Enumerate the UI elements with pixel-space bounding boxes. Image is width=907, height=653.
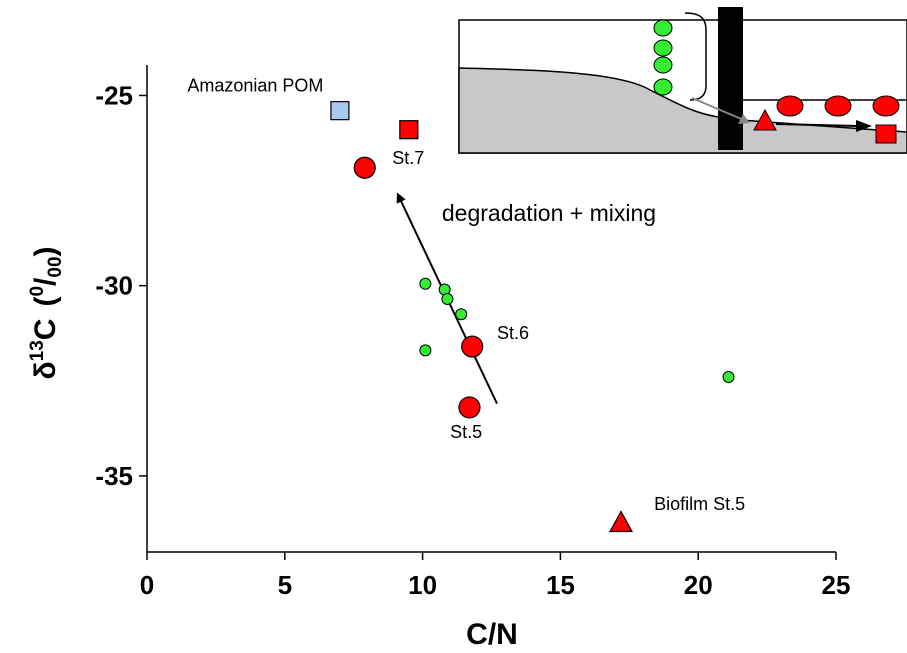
y-axis-title-unit-slash: / [29, 277, 62, 286]
x-tick-label: 20 [684, 570, 713, 600]
inset-diagram [458, 7, 907, 154]
svg-text:δ13C(0/00): δ13C (0/00) [27, 246, 66, 379]
data-point-circle-small [441, 292, 454, 305]
annotation-label: Biofilm St.5 [654, 494, 745, 514]
data-point-circle-large [458, 396, 481, 419]
annotations: Amazonian POM St.7 St.6 St.5 Biofilm St.5 deg… [187, 76, 745, 515]
x-tick-label: 0 [140, 570, 154, 600]
y-axis-title-delta: δ [29, 361, 62, 379]
x-tick-label: 15 [546, 570, 575, 600]
inset-black-arrowhead [856, 120, 872, 132]
annotation-label: St.6 [497, 323, 529, 343]
x-tick-label: 5 [278, 570, 292, 600]
data-point-circle-small [419, 277, 432, 290]
data-point-square [399, 120, 419, 140]
inset-black-arrow [775, 123, 859, 127]
inset-red-dots [776, 95, 900, 117]
y-axis-title-paren-close: ) [29, 246, 62, 256]
data-point-circle-large [461, 335, 484, 358]
inset-bracket [684, 12, 707, 101]
data-point-circle-small [722, 370, 735, 383]
inset-barrier [718, 7, 743, 150]
y-axis-title: δ13C (0/00) [27, 246, 66, 379]
data-marks [330, 101, 735, 533]
annotation-label: degradation + mixing [442, 200, 656, 226]
axes: 0 5 10 15 20 25 -25 -30 -35 [95, 65, 850, 600]
y-axis-title-unit-sup: 0 [27, 286, 48, 297]
inset-red-triangle [753, 108, 777, 131]
annotation-label: Amazonian POM [187, 76, 323, 96]
x-axis-title: C/N [466, 618, 518, 651]
y-axis-title-unit-sub: 00 [45, 256, 66, 277]
data-point-circle-small [455, 308, 468, 321]
inset-gray-arrow [691, 97, 747, 122]
annotation-label: St.5 [450, 422, 482, 442]
y-axis-title-main: C [29, 319, 62, 341]
inset-gray-arrowhead [738, 114, 750, 124]
x-tick-label: 10 [408, 570, 437, 600]
y-tick-label: -35 [95, 461, 133, 491]
data-point-triangle [609, 510, 634, 533]
y-tick-label: -30 [95, 271, 133, 301]
data-point-square [330, 101, 350, 121]
y-tick-label: -25 [95, 80, 133, 110]
data-point-circle-large [353, 156, 376, 179]
inset-red-square [875, 124, 897, 144]
y-axis-title-paren-open: ( [29, 297, 62, 307]
inset-green-dots [653, 19, 673, 96]
data-point-circle-small [419, 344, 432, 357]
x-tick-label: 25 [822, 570, 851, 600]
annotation-label: St.7 [392, 148, 424, 168]
y-axis-title-sup: 13 [27, 340, 48, 361]
